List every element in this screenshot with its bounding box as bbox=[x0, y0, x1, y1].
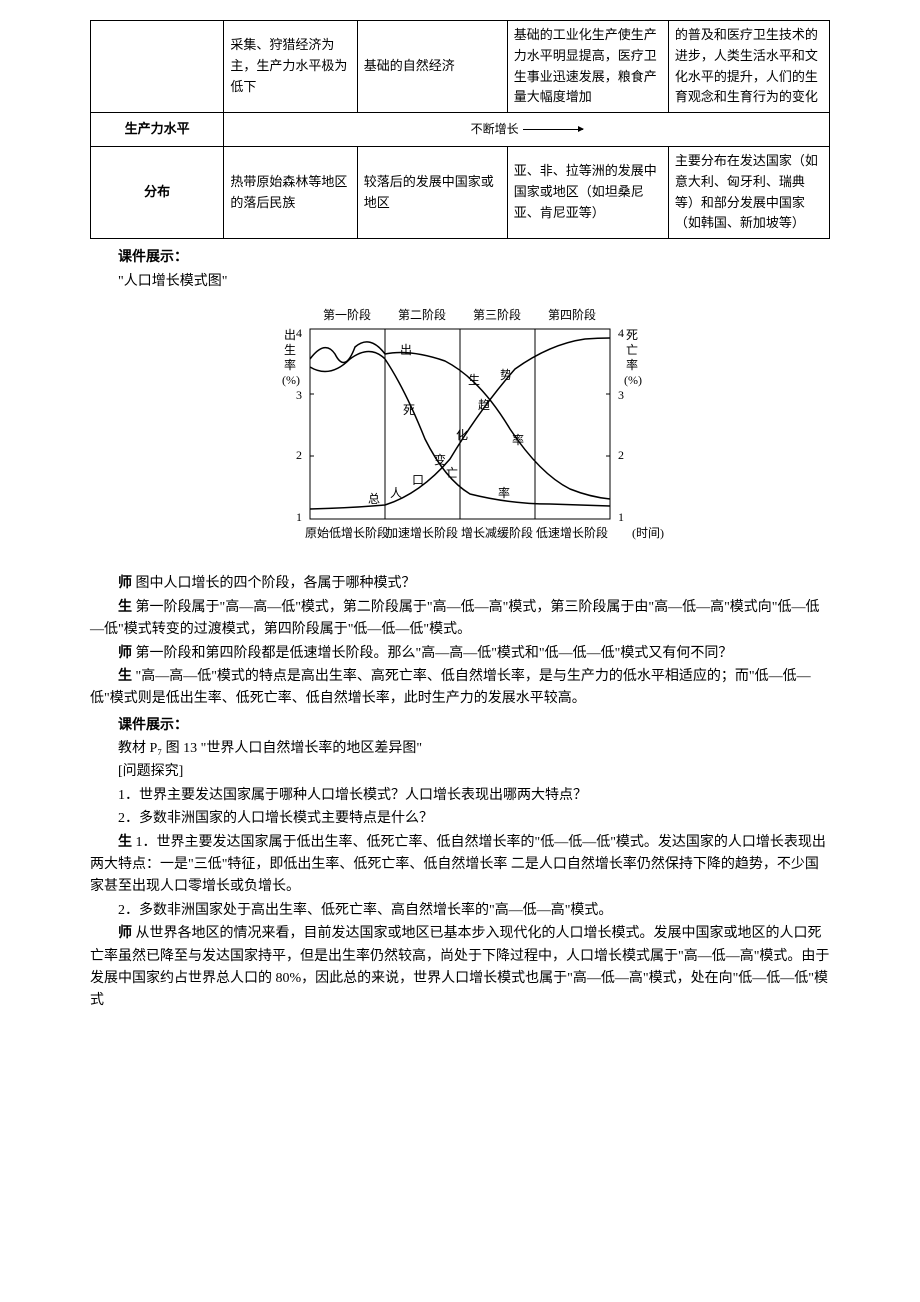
arrow-cell: 不断增长 bbox=[224, 113, 830, 147]
speaker-label: 师 bbox=[118, 576, 132, 591]
row-header-distribution: 分布 bbox=[91, 146, 224, 238]
answer-line: 2．多数非洲国家处于高出生率、低死亡率、高自然增长率的"高—低—高"模式。 bbox=[90, 900, 830, 922]
answer-text: 1．世界主要发达国家属于低出生率、低死亡率、低自然增长率的"低—低—低"模式。发… bbox=[90, 835, 826, 895]
cell: 主要分布在发达国家（如意大利、匈牙利、瑞典等）和部分发展中国家（如韩国、新加坡等… bbox=[668, 146, 829, 238]
svg-text:2: 2 bbox=[296, 448, 302, 462]
svg-text:生: 生 bbox=[284, 343, 296, 357]
svg-text:化: 化 bbox=[456, 428, 468, 442]
inquiry-label: [问题探究] bbox=[90, 761, 830, 783]
svg-text:势: 势 bbox=[500, 368, 512, 382]
arrow-label: 不断增长 bbox=[471, 120, 519, 139]
speaker-label: 生 bbox=[118, 835, 132, 850]
svg-text:3: 3 bbox=[296, 388, 302, 402]
svg-text:亡: 亡 bbox=[626, 343, 638, 357]
dialogue-text: "高—高—低"模式的特点是高出生率、高死亡率、低自然增长率，是与生产力的低水平相… bbox=[90, 669, 811, 706]
svg-text:变: 变 bbox=[434, 452, 446, 467]
dialogue-line: 师 图中人口增长的四个阶段，各属于哪种模式？ bbox=[90, 573, 830, 595]
svg-text:第二阶段: 第二阶段 bbox=[398, 307, 446, 322]
cell: 基础的自然经济 bbox=[357, 21, 507, 113]
final-paragraph: 师 从世界各地区的情况来看，目前发达国家或地区已基本步入现代化的人口增长模式。发… bbox=[90, 923, 830, 1013]
svg-text:出: 出 bbox=[284, 328, 296, 342]
svg-text:第三阶段: 第三阶段 bbox=[473, 307, 521, 322]
final-text: 从世界各地区的情况来看，目前发达国家或地区已基本步入现代化的人口增长模式。发展中… bbox=[90, 926, 829, 1008]
cell: 亚、非、拉等洲的发展中国家或地区（如坦桑尼亚、肯尼亚等） bbox=[507, 146, 668, 238]
svg-text:人: 人 bbox=[390, 486, 402, 500]
chart-name: "人口增长模式图" bbox=[90, 271, 830, 293]
svg-text:死: 死 bbox=[626, 328, 638, 342]
speaker-label: 师 bbox=[118, 926, 132, 941]
svg-text:(%): (%) bbox=[282, 373, 300, 387]
svg-text:增长减缓阶段: 增长减缓阶段 bbox=[461, 525, 533, 540]
dialogue-line: 生 第一阶段属于"高—高—低"模式，第二阶段属于"高—低—高"模式，第三阶段属于… bbox=[90, 597, 830, 642]
cell: 基础的工业化生产使生产力水平明显提高，医疗卫生事业迅速发展，粮食产量大幅度增加 bbox=[507, 21, 668, 113]
cell: 较落后的发展中国家或地区 bbox=[357, 146, 507, 238]
row-header-empty bbox=[91, 21, 224, 113]
svg-text:第一阶段: 第一阶段 bbox=[323, 307, 371, 322]
content-table: 采集、狩猎经济为主，生产力水平极为低下 基础的自然经济 基础的工业化生产使生产力… bbox=[90, 20, 830, 239]
cell: 的普及和医疗卫生技术的进步，人类生活水平和文化水平的提升，人们的生育观念和生育行… bbox=[668, 21, 829, 113]
table-row: 生产力水平 不断增长 bbox=[91, 113, 830, 147]
svg-text:低速增长阶段: 低速增长阶段 bbox=[536, 525, 608, 540]
svg-text:第四阶段: 第四阶段 bbox=[548, 307, 596, 322]
speaker-label: 生 bbox=[118, 669, 132, 684]
svg-text:4: 4 bbox=[618, 326, 624, 340]
svg-text:(时间): (时间) bbox=[632, 526, 664, 540]
dialogue-text: 第一阶段属于"高—高—低"模式，第二阶段属于"高—低—高"模式，第三阶段属于由"… bbox=[90, 600, 820, 637]
speaker-label: 生 bbox=[118, 600, 132, 615]
svg-text:亡: 亡 bbox=[446, 466, 458, 480]
svg-text:4: 4 bbox=[296, 326, 302, 340]
svg-text:1: 1 bbox=[618, 510, 624, 524]
speaker-label: 师 bbox=[118, 646, 132, 661]
svg-text:(%): (%) bbox=[624, 373, 642, 387]
svg-text:加速增长阶段: 加速增长阶段 bbox=[386, 525, 458, 540]
row-header-productivity: 生产力水平 bbox=[91, 113, 224, 147]
cell: 热带原始森林等地区的落后民族 bbox=[224, 146, 357, 238]
answer-line: 生 1．世界主要发达国家属于低出生率、低死亡率、低自然增长率的"低—低—低"模式… bbox=[90, 832, 830, 899]
svg-text:率: 率 bbox=[284, 357, 296, 372]
question-item: 2．多数非洲国家的人口增长模式主要特点是什么？ bbox=[90, 808, 830, 830]
cell: 采集、狩猎经济为主，生产力水平极为低下 bbox=[224, 21, 357, 113]
population-growth-chart: 第一阶段 第二阶段 第三阶段 第四阶段 出 生 率 (%) 死 亡 率 (%) … bbox=[90, 299, 830, 567]
textbook-ref: 教材 P₇ 图 13 "世界人口自然增长率的地区差异图" bbox=[90, 738, 830, 760]
svg-text:3: 3 bbox=[618, 388, 624, 402]
dialogue-text: 图中人口增长的四个阶段，各属于哪种模式？ bbox=[136, 576, 416, 591]
svg-text:出: 出 bbox=[400, 343, 412, 357]
table-row: 采集、狩猎经济为主，生产力水平极为低下 基础的自然经济 基础的工业化生产使生产力… bbox=[91, 21, 830, 113]
chart-svg: 第一阶段 第二阶段 第三阶段 第四阶段 出 生 率 (%) 死 亡 率 (%) … bbox=[250, 299, 670, 559]
svg-text:2: 2 bbox=[618, 448, 624, 462]
dialogue-line: 师 第一阶段和第四阶段都是低速增长阶段。那么"高—高—低"模式和"低—低—低"模… bbox=[90, 643, 830, 665]
svg-text:生: 生 bbox=[468, 373, 480, 387]
dialogue-line: 生 "高—高—低"模式的特点是高出生率、高死亡率、低自然增长率，是与生产力的低水… bbox=[90, 666, 830, 711]
svg-text:率: 率 bbox=[626, 357, 638, 372]
arrow-icon bbox=[523, 129, 583, 130]
svg-text:趋: 趋 bbox=[478, 398, 490, 412]
question-item: 1．世界主要发达国家属于哪种人口增长模式？人口增长表现出哪两大特点？ bbox=[90, 785, 830, 807]
svg-text:率: 率 bbox=[512, 432, 524, 447]
dialogue-text: 第一阶段和第四阶段都是低速增长阶段。那么"高—高—低"模式和"低—低—低"模式又… bbox=[136, 646, 733, 661]
svg-text:1: 1 bbox=[296, 510, 302, 524]
svg-text:总: 总 bbox=[368, 492, 380, 506]
svg-text:率: 率 bbox=[498, 485, 510, 500]
svg-text:原始低增长阶段: 原始低增长阶段 bbox=[305, 525, 389, 540]
section-title: 课件展示： bbox=[90, 247, 830, 269]
svg-text:死: 死 bbox=[403, 403, 415, 417]
svg-text:口: 口 bbox=[412, 473, 424, 487]
table-row: 分布 热带原始森林等地区的落后民族 较落后的发展中国家或地区 亚、非、拉等洲的发… bbox=[91, 146, 830, 238]
section-title: 课件展示： bbox=[90, 715, 830, 737]
